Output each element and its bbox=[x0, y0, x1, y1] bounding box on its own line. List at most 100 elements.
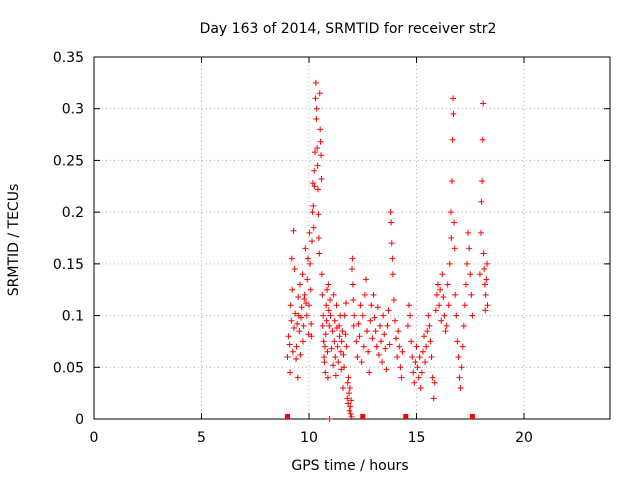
data-point bbox=[324, 286, 331, 293]
data-point bbox=[292, 310, 299, 317]
data-point bbox=[350, 322, 357, 329]
data-point bbox=[375, 351, 382, 358]
data-point bbox=[301, 291, 308, 298]
data-point bbox=[357, 302, 364, 309]
data-point bbox=[314, 162, 321, 169]
data-point bbox=[429, 374, 436, 381]
data-point bbox=[413, 343, 420, 350]
x-tick-label: 5 bbox=[197, 430, 206, 446]
data-point bbox=[345, 390, 352, 397]
y-tick-labels: 0 0.05 0.1 0.15 0.2 0.25 0.3 0.35 bbox=[53, 50, 84, 428]
data-point bbox=[480, 100, 487, 107]
data-point bbox=[457, 384, 464, 391]
data-point bbox=[327, 312, 334, 319]
y-tick-label: 0.05 bbox=[53, 360, 84, 376]
y-tick-label: 0.3 bbox=[62, 102, 84, 118]
data-point bbox=[356, 333, 363, 340]
gap-marker bbox=[285, 414, 290, 419]
data-point bbox=[290, 227, 297, 234]
x-axis-label: GPS time / hours bbox=[291, 458, 408, 474]
data-point bbox=[410, 369, 417, 376]
data-point bbox=[355, 320, 362, 327]
data-point bbox=[476, 271, 483, 278]
data-point bbox=[342, 300, 349, 307]
data-point bbox=[360, 343, 367, 350]
data-point bbox=[371, 314, 378, 321]
data-point bbox=[466, 245, 473, 252]
data-point bbox=[325, 281, 332, 288]
data-point bbox=[335, 359, 342, 366]
data-point bbox=[319, 291, 326, 298]
data-point bbox=[450, 95, 457, 102]
data-point bbox=[368, 302, 375, 309]
data-point bbox=[359, 312, 366, 319]
data-point bbox=[288, 255, 295, 262]
data-point bbox=[454, 338, 461, 345]
data-point bbox=[328, 345, 335, 352]
data-point bbox=[399, 348, 406, 355]
data-point bbox=[443, 322, 450, 329]
data-point bbox=[456, 374, 463, 381]
y-tick-label: 0.1 bbox=[62, 309, 84, 325]
data-point bbox=[395, 328, 402, 335]
data-point bbox=[374, 304, 381, 311]
data-point bbox=[370, 291, 377, 298]
data-point bbox=[464, 260, 471, 267]
data-point bbox=[353, 338, 360, 345]
data-point bbox=[408, 338, 415, 345]
data-point bbox=[324, 374, 331, 381]
data-point bbox=[310, 224, 317, 231]
data-point bbox=[308, 333, 315, 340]
data-point bbox=[383, 366, 390, 373]
data-point bbox=[329, 328, 336, 335]
data-point bbox=[469, 312, 476, 319]
data-point bbox=[424, 328, 431, 335]
data-point bbox=[396, 343, 403, 350]
data-point bbox=[447, 209, 454, 216]
data-point bbox=[309, 238, 316, 245]
data-point bbox=[312, 149, 319, 156]
data-point bbox=[372, 328, 379, 335]
data-point bbox=[479, 136, 486, 143]
data-point bbox=[322, 331, 329, 338]
data-point bbox=[419, 348, 426, 355]
data-point bbox=[313, 116, 320, 123]
data-point bbox=[467, 271, 474, 278]
data-point bbox=[426, 322, 433, 329]
data-point bbox=[418, 369, 425, 376]
data-point bbox=[422, 359, 429, 366]
data-point bbox=[440, 293, 447, 300]
data-point bbox=[393, 335, 400, 342]
data-point bbox=[480, 250, 487, 257]
data-point bbox=[289, 286, 296, 293]
data-point bbox=[394, 353, 401, 360]
data-point bbox=[323, 317, 330, 324]
gap-marker bbox=[360, 414, 366, 419]
data-point bbox=[343, 343, 350, 350]
data-point bbox=[349, 281, 356, 288]
data-point bbox=[340, 351, 347, 358]
data-point bbox=[478, 198, 485, 205]
data-point bbox=[315, 235, 322, 241]
data-point bbox=[430, 395, 437, 402]
data-point bbox=[344, 395, 351, 402]
data-point bbox=[459, 343, 466, 350]
data-point bbox=[313, 105, 320, 112]
data-point bbox=[299, 338, 306, 345]
data-point bbox=[346, 384, 353, 391]
data-point bbox=[311, 167, 318, 174]
y-tick-label: 0 bbox=[75, 412, 84, 428]
data-point bbox=[351, 312, 358, 319]
data-point bbox=[285, 333, 292, 340]
y-axis-label: SRMTID / TECUs bbox=[6, 184, 22, 297]
data-point bbox=[307, 260, 314, 267]
data-point bbox=[314, 145, 321, 152]
data-point bbox=[461, 302, 468, 309]
x-tick-label: 10 bbox=[300, 430, 318, 446]
data-point bbox=[308, 320, 315, 327]
data-point bbox=[468, 291, 475, 298]
data-point bbox=[453, 312, 460, 319]
data-point bbox=[404, 322, 411, 329]
data-point bbox=[345, 374, 352, 381]
data-point bbox=[294, 320, 301, 327]
